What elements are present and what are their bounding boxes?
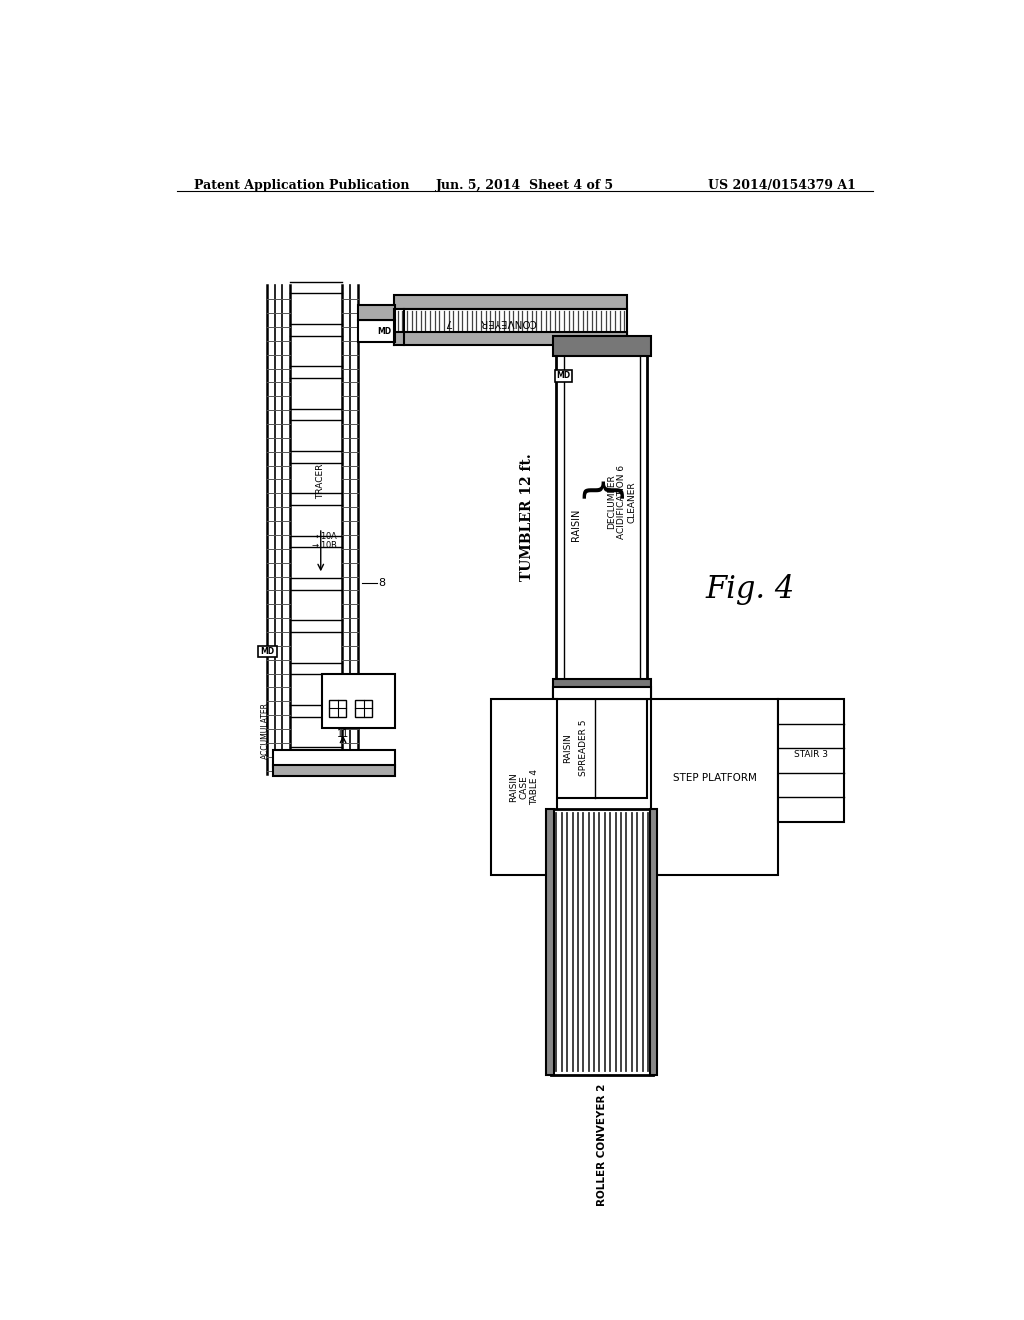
Bar: [394, 296, 628, 309]
Bar: [553, 678, 651, 700]
Bar: [555, 370, 571, 381]
Text: {: {: [574, 480, 617, 508]
Bar: [553, 686, 651, 700]
Bar: [553, 335, 651, 355]
Bar: [556, 700, 647, 797]
Text: $\rightarrow$10A: $\rightarrow$10A: [310, 531, 339, 541]
Bar: [490, 700, 557, 875]
Bar: [551, 809, 652, 1074]
Text: DECLUMPER
ACIDIFICATION 6
CLEANER: DECLUMPER ACIDIFICATION 6 CLEANER: [607, 465, 637, 539]
Text: TUMBLER 12 ft.: TUMBLER 12 ft.: [520, 453, 535, 581]
Text: RAISIN: RAISIN: [571, 508, 582, 541]
Text: SPREADER 5: SPREADER 5: [579, 719, 588, 776]
Bar: [778, 700, 844, 822]
Text: STEP PLATFORM: STEP PLATFORM: [673, 774, 757, 783]
Text: 8: 8: [379, 578, 386, 589]
Text: Jun. 5, 2014  Sheet 4 of 5: Jun. 5, 2014 Sheet 4 of 5: [436, 180, 613, 193]
Bar: [394, 333, 628, 345]
Bar: [330, 700, 346, 717]
Text: MD: MD: [378, 327, 392, 337]
Bar: [649, 809, 657, 1074]
Bar: [564, 350, 640, 685]
Text: RAISIN
CASE
TABLE 4: RAISIN CASE TABLE 4: [509, 768, 539, 805]
Bar: [547, 809, 554, 1074]
Text: CONVEYER: CONVEYER: [479, 317, 537, 326]
Text: Fig. 4: Fig. 4: [706, 574, 795, 605]
Text: 7: 7: [445, 317, 453, 326]
Text: STAIR 3: STAIR 3: [794, 750, 827, 759]
Text: TRACER: TRACER: [316, 465, 326, 499]
Bar: [322, 675, 394, 729]
Text: ACCUMULATER: ACCUMULATER: [261, 702, 269, 759]
Bar: [258, 645, 276, 657]
Text: 11: 11: [337, 729, 349, 739]
Bar: [556, 342, 647, 693]
Text: ROLLER CONVEYER 2: ROLLER CONVEYER 2: [597, 1084, 607, 1206]
Bar: [651, 700, 778, 875]
Text: Patent Application Publication: Patent Application Publication: [194, 180, 410, 193]
Bar: [357, 321, 394, 342]
Text: MD: MD: [260, 648, 274, 656]
Text: MD: MD: [556, 371, 570, 380]
Bar: [273, 750, 394, 767]
Text: RAISIN: RAISIN: [563, 734, 572, 763]
Bar: [357, 305, 394, 321]
Bar: [376, 326, 394, 337]
Bar: [394, 309, 628, 334]
Bar: [273, 766, 394, 776]
Text: US 2014/0154379 A1: US 2014/0154379 A1: [708, 180, 856, 193]
Bar: [355, 700, 373, 717]
Text: $\rightarrow$10B: $\rightarrow$10B: [310, 540, 338, 550]
